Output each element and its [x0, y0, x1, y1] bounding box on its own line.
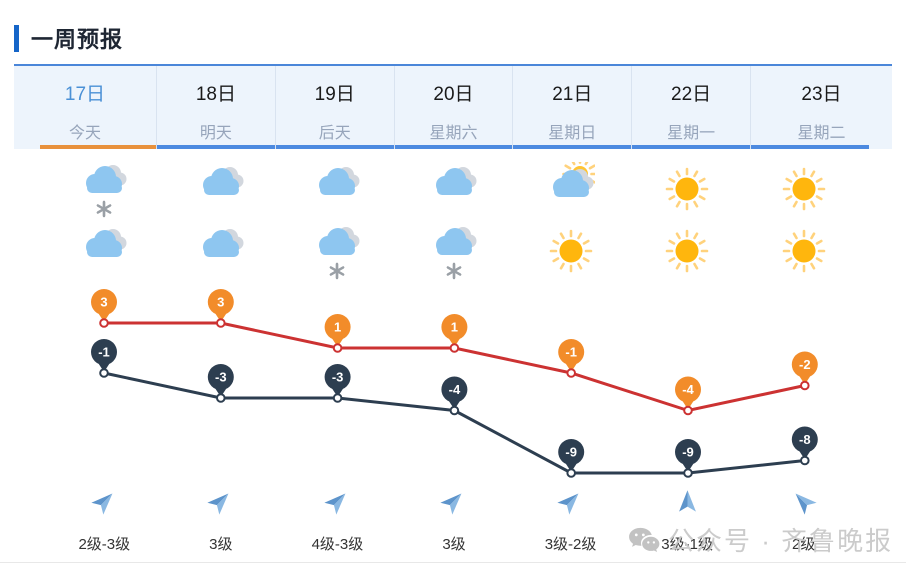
svg-text:-1: -1: [565, 345, 577, 360]
svg-text:-2: -2: [799, 357, 811, 372]
wind-level-label: 4级-3级: [311, 535, 364, 553]
svg-text:-3: -3: [332, 370, 344, 385]
weather-icon-sunny: [780, 162, 828, 222]
weather-icon-cloudy: [313, 162, 361, 222]
temp-marker: -3: [324, 364, 351, 403]
svg-text:3: 3: [217, 295, 224, 310]
page-header: 一周预报: [14, 22, 123, 54]
wind-level-label: 3级: [442, 535, 466, 553]
svg-text:-4: -4: [449, 382, 461, 397]
tab-underline: [632, 145, 750, 149]
weather-icon-sunny: [663, 162, 711, 222]
temp-marker: 3: [207, 289, 234, 328]
wind-direction-arrow-icon: [91, 488, 118, 520]
tab-date: 21日: [552, 84, 593, 105]
wind-level-label: 3级-2级: [544, 535, 597, 553]
page-title: 一周预报: [31, 27, 124, 52]
temp-marker: 3: [91, 289, 117, 328]
tab-day-2[interactable]: 19日后天: [274, 66, 394, 149]
svg-text:1: 1: [334, 320, 341, 335]
temperature-chart: 3 3 1 1 -1 -4 -2 -1 -3 -3 -4 -9 -9 -8: [91, 289, 818, 478]
wind-level-label: 2级: [792, 535, 816, 553]
tab-underline: [394, 145, 513, 149]
tab-day-6[interactable]: 23日星期二: [750, 66, 892, 149]
weather-icon-cloudy: [197, 162, 245, 222]
temp-marker: -1: [91, 339, 117, 378]
wind-level-label: 2级-3级: [78, 535, 131, 553]
tab-day-label: 星期六: [429, 125, 478, 142]
tab-date: 17日: [64, 84, 106, 105]
wind-direction-arrow-icon: [674, 488, 701, 520]
tab-date: 18日: [195, 84, 236, 105]
weather-icon-snow: [430, 224, 478, 284]
temp-marker: -8: [791, 426, 818, 466]
svg-text:-4: -4: [682, 382, 694, 397]
tab-underline: [513, 145, 632, 149]
title-accent-bar: [14, 24, 19, 52]
temp-marker: -9: [675, 439, 701, 478]
day-weather-icons-row: [46, 162, 862, 222]
tab-day-label: 星期一: [667, 125, 716, 142]
tab-date: 19日: [314, 84, 355, 105]
weather-icon-cloudy: [430, 162, 478, 222]
weather-icon-partly-sunny: [547, 162, 595, 222]
tab-underline: [40, 145, 156, 149]
svg-text:-1: -1: [98, 345, 110, 360]
svg-text:-3: -3: [215, 370, 227, 385]
tab-underline: [157, 145, 275, 149]
tab-date: 23日: [801, 84, 842, 105]
weather-icon-cloudy: [197, 224, 245, 284]
weather-icon-snow: [80, 162, 128, 222]
temp-marker: -2: [791, 351, 818, 391]
temp-marker: -4: [441, 376, 468, 416]
wind-direction-arrow-icon: [557, 488, 584, 520]
weather-icon-snow: [313, 224, 361, 284]
svg-text:-9: -9: [682, 445, 694, 460]
temp-marker: -3: [207, 364, 234, 403]
temp-marker: -4: [675, 376, 701, 416]
tab-day-4[interactable]: 21日星期日: [512, 66, 632, 149]
weather-icon-sunny: [663, 224, 711, 284]
bottom-divider: [0, 562, 906, 563]
wind-direction-arrow-icon: [207, 488, 234, 520]
temp-marker: 1: [324, 314, 351, 353]
temp-marker: -1: [558, 339, 585, 378]
wind-level-label: 3级: [209, 535, 233, 553]
tab-day-5[interactable]: 22日星期一: [631, 66, 750, 149]
tab-date: 22日: [671, 84, 712, 105]
date-tabs: 17日 今天 18日 明天 19日 后天 20日 星期六 21日 星期日 22日 星期一 23日 星期二: [14, 64, 892, 149]
tab-day-0[interactable]: 17日今天: [14, 66, 156, 149]
svg-text:-9: -9: [565, 445, 577, 460]
tab-day-label: 今天: [68, 125, 101, 142]
wind-level-label: 3级-1级: [661, 535, 713, 553]
wind-direction-arrow-icon: [440, 488, 467, 520]
weather-icon-sunny: [547, 224, 595, 284]
temp-marker: -9: [558, 439, 585, 478]
wind-direction-arrow-icon: [324, 488, 351, 520]
tab-day-label: 星期日: [548, 125, 597, 142]
svg-text:-8: -8: [799, 432, 811, 447]
tab-underline: [275, 145, 394, 149]
weather-icon-cloudy: [80, 224, 128, 284]
tab-underline: [751, 145, 869, 149]
svg-text:1: 1: [451, 320, 458, 335]
temp-marker: 1: [441, 314, 468, 353]
wind-direction-arrow-icon: [790, 488, 817, 520]
tab-date: 20日: [433, 84, 474, 105]
tab-day-1[interactable]: 18日明天: [156, 66, 275, 149]
wind-direction-row: [46, 486, 862, 522]
tab-day-3[interactable]: 20日星期六: [393, 66, 513, 149]
weather-icon-sunny: [780, 224, 828, 284]
svg-text:3: 3: [100, 295, 107, 310]
tab-day-label: 明天: [199, 125, 232, 142]
tab-day-label: 后天: [318, 125, 351, 142]
wind-level-row: 2级-3级 3级 4级-3级 3级 3级-2级 3级-1级 2级: [46, 531, 862, 555]
night-weather-icons-row: [46, 224, 862, 284]
tab-day-label: 星期二: [797, 125, 846, 142]
